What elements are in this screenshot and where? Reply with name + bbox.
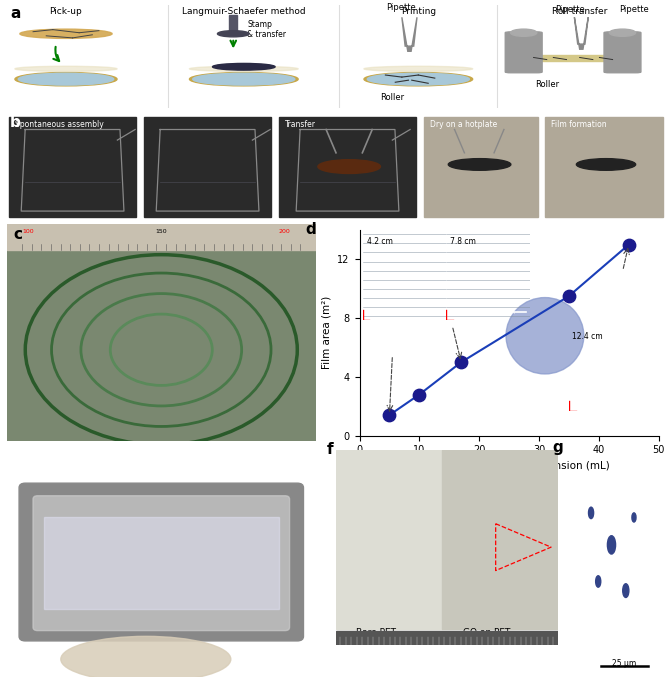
Y-axis label: Film area (m²): Film area (m²) [322,296,332,369]
Ellipse shape [20,29,112,38]
Text: g: g [552,440,563,454]
Text: GO on PET: GO on PET [463,628,511,637]
Circle shape [589,507,593,519]
Polygon shape [402,17,417,52]
Ellipse shape [318,160,380,174]
Text: b: b [10,115,21,130]
FancyBboxPatch shape [19,483,304,641]
Bar [336,450,442,629]
Ellipse shape [190,66,298,71]
Bar [279,117,417,217]
Bar [9,117,136,217]
Text: 150: 150 [155,229,167,234]
Text: Pipette: Pipette [386,3,415,12]
Ellipse shape [364,66,472,71]
FancyBboxPatch shape [505,32,542,72]
Text: d: d [306,222,317,237]
Text: c: c [13,227,22,242]
Text: Roll transfer: Roll transfer [552,7,607,16]
Text: 200: 200 [279,229,290,234]
Point [384,410,395,421]
Text: e: e [13,451,24,466]
Text: Roller: Roller [535,80,559,89]
Circle shape [632,513,636,522]
Ellipse shape [218,31,249,37]
Circle shape [607,536,616,554]
Ellipse shape [15,72,117,86]
Ellipse shape [212,63,275,70]
Ellipse shape [448,159,511,170]
Text: f: f [327,442,334,457]
Ellipse shape [511,29,537,36]
Text: Pipette: Pipette [555,5,585,14]
Bar [442,450,558,629]
Ellipse shape [577,159,636,170]
Bar [7,250,316,441]
Point [623,239,634,250]
Bar [546,117,663,217]
Ellipse shape [190,72,298,86]
Text: Langmuir-Schaefer method: Langmuir-Schaefer method [182,7,306,16]
FancyBboxPatch shape [604,32,641,72]
Bar [423,117,538,217]
Text: Pick-up: Pick-up [50,7,83,16]
Text: Bare PET: Bare PET [356,628,396,637]
Text: Printing: Printing [401,7,436,16]
Ellipse shape [193,73,295,85]
Bar [7,224,316,250]
FancyBboxPatch shape [33,496,290,631]
Polygon shape [575,17,588,49]
Text: Stamp
& transfer: Stamp & transfer [247,20,286,39]
Ellipse shape [15,66,117,71]
Bar [523,55,622,61]
X-axis label: Amount of nanosheet suspension (mL): Amount of nanosheet suspension (mL) [408,461,610,471]
Bar [44,517,279,609]
Bar [229,15,237,33]
Circle shape [623,584,629,597]
Ellipse shape [18,73,114,85]
Circle shape [595,576,601,587]
Bar [336,631,558,645]
Text: Film formation: Film formation [551,120,607,129]
Text: Dry on a hotplate: Dry on a hotplate [429,120,497,129]
Point [563,291,574,302]
Bar [144,117,271,217]
Ellipse shape [506,298,584,374]
Text: Roller: Roller [380,93,404,102]
Text: a: a [10,6,20,21]
Text: Transfer: Transfer [285,120,316,129]
Ellipse shape [364,72,472,86]
Text: Pipette: Pipette [619,5,648,14]
Ellipse shape [368,73,469,85]
Ellipse shape [610,29,636,36]
Text: 25 μm: 25 μm [612,659,636,668]
Ellipse shape [60,636,231,682]
Point [414,389,425,400]
Text: 100: 100 [22,229,34,234]
Text: Spontaneous assembly: Spontaneous assembly [15,120,103,129]
Point [456,357,466,368]
